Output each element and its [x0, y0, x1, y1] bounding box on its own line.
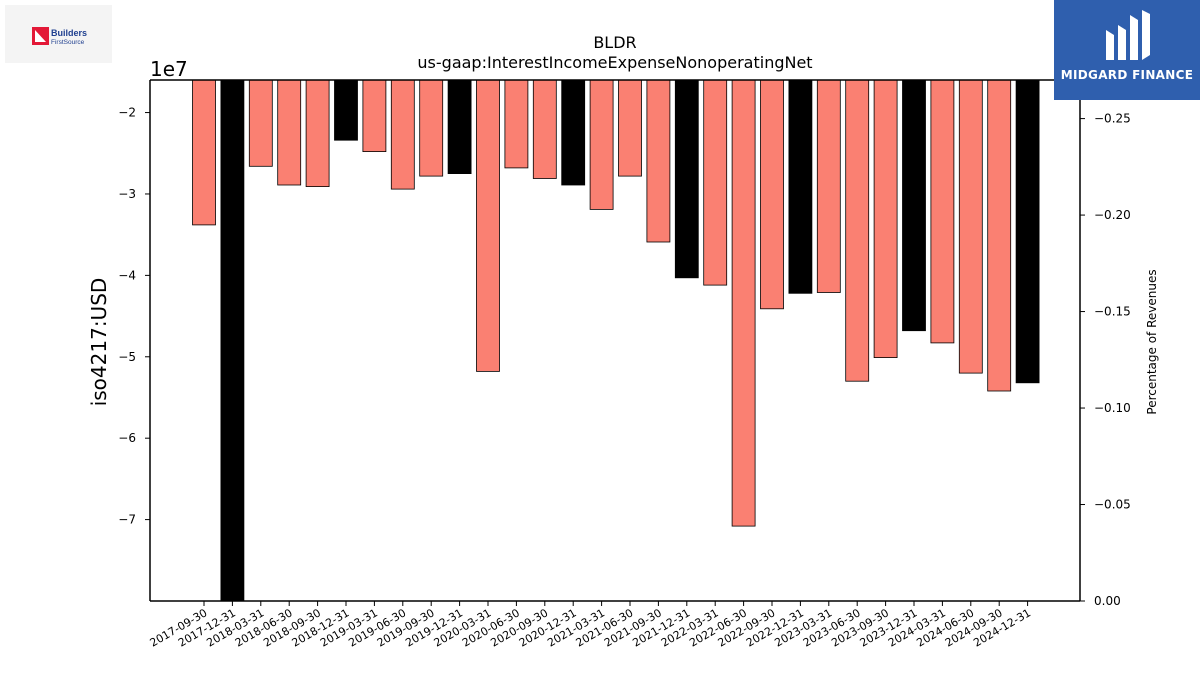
- bar: [788, 79, 813, 294]
- logo-line2: FirstSource: [51, 39, 85, 46]
- midgard-finance-text: MIDGARD FINANCE: [1060, 68, 1194, 82]
- bar: [987, 79, 1012, 392]
- y-tick-label: −4: [118, 268, 136, 282]
- y2-tick-label: −0.15: [1094, 305, 1131, 319]
- y2-tick-label: −0.25: [1094, 112, 1131, 126]
- y2-axis-label: Percentage of Revenues: [1145, 269, 1159, 414]
- bar: [1015, 79, 1040, 384]
- y-tick-label: −7: [118, 513, 136, 527]
- bar: [277, 79, 302, 186]
- bar: [760, 79, 784, 310]
- bar: [504, 79, 529, 169]
- chart-title: BLDR: [593, 33, 636, 52]
- midgard-finance-logo: MIDGARD FINANCE: [1054, 0, 1200, 100]
- bar: [532, 79, 557, 179]
- bar: [390, 79, 415, 190]
- chart-subtitle: us-gaap:InterestIncomeExpenseNonoperatin…: [417, 53, 812, 72]
- bar: [334, 79, 358, 141]
- builders-firstsource-logo-icon: Builders FirstSource: [32, 27, 87, 46]
- builders-firstsource-logo: Builders FirstSource: [5, 5, 112, 63]
- bars-group: [192, 79, 1040, 602]
- bar: [447, 79, 472, 174]
- bar: [816, 79, 841, 293]
- bar: [958, 79, 983, 374]
- bar: [646, 79, 671, 243]
- bar: [589, 79, 614, 210]
- y-offset-label: 1e7: [150, 57, 188, 81]
- bar: [618, 79, 642, 177]
- y-tick-label: −3: [118, 187, 136, 201]
- y-tick-label: −5: [118, 350, 136, 364]
- y2-tick-label: −0.10: [1094, 401, 1131, 415]
- bar: [419, 79, 444, 177]
- bar: [248, 79, 273, 167]
- y2-tick-label: 0.00: [1094, 594, 1121, 608]
- midgard-finance-logo-icon: [1106, 10, 1150, 60]
- bar: [930, 79, 955, 344]
- bar: [731, 79, 756, 527]
- y-axis-label: iso4217:USD: [87, 278, 111, 407]
- bar: [674, 79, 699, 279]
- bar: [362, 79, 387, 152]
- bar: [305, 79, 330, 187]
- y-tick-label: −2: [118, 106, 136, 120]
- bar: [845, 79, 870, 382]
- bar: [192, 79, 216, 226]
- y-tick-label: −6: [118, 431, 136, 445]
- logo-line1: Builders: [51, 28, 87, 38]
- bar: [476, 79, 500, 372]
- bar: [873, 79, 898, 359]
- y2-tick-label: −0.05: [1094, 498, 1131, 512]
- y2-tick-label: −0.20: [1094, 208, 1131, 222]
- bar: [703, 79, 728, 286]
- bar: [220, 79, 245, 602]
- bar: [902, 79, 926, 332]
- bar: [561, 79, 586, 186]
